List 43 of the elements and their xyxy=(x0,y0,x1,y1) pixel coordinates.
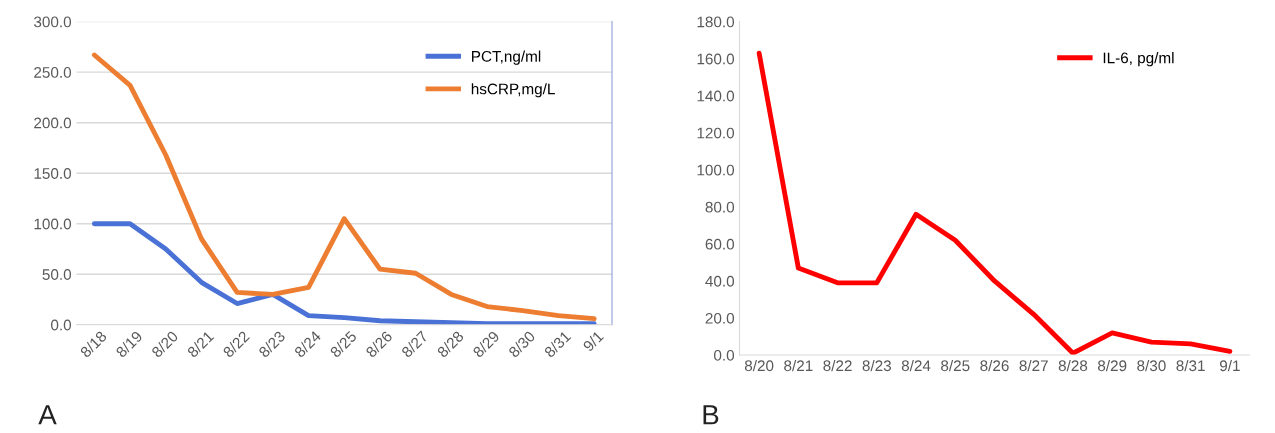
y-tick-label: 180.0 xyxy=(697,16,735,28)
y-tick-label: 120.0 xyxy=(697,127,735,139)
x-tick-label: 8/31 xyxy=(543,330,572,359)
text: B xyxy=(703,405,719,425)
x-tick-label: 8/26 xyxy=(980,359,1009,372)
y-tick-label: 80.0 xyxy=(705,201,735,213)
y-tick-label: 50.0 xyxy=(42,269,72,280)
text: A xyxy=(38,405,57,425)
y-tick-label: 0.0 xyxy=(51,319,72,331)
x-tick-label: 8/29 xyxy=(1097,359,1127,372)
x-tick-label: 8/25 xyxy=(941,359,970,372)
line-series xyxy=(756,50,1233,356)
y-tick-label: 300.0 xyxy=(33,16,72,28)
y-tick-label: 100.0 xyxy=(34,218,72,230)
x-tick-label: 8/23 xyxy=(862,359,891,372)
x-tick-label: 9/1 xyxy=(582,330,605,353)
y-tick-label: 100.0 xyxy=(697,164,735,176)
x-tick-label: 8/27 xyxy=(1019,359,1048,372)
x-tick-label: 8/21 xyxy=(186,330,215,359)
y-tick-label: 200.0 xyxy=(34,117,72,129)
x-tick-label: 9/1 xyxy=(1219,359,1240,372)
x-tick-label: 8/31 xyxy=(1176,359,1205,372)
x-tick-label: 8/30 xyxy=(1137,359,1166,372)
legend-label: PCT,ng/ml xyxy=(472,50,541,65)
x-tick-label: 8/22 xyxy=(823,359,852,372)
legend-label: IL-6, pg/ml xyxy=(1103,52,1174,67)
x-tick-label: 8/20 xyxy=(744,359,774,372)
y-tick-label: 150.0 xyxy=(34,168,72,179)
x-tick-label: 8/19 xyxy=(114,330,143,359)
y-tick-label: 250.0 xyxy=(34,67,72,78)
line-series xyxy=(91,52,597,322)
line-series xyxy=(91,221,597,325)
y-tick-label: 20.0 xyxy=(705,312,735,324)
y-tick-label: 0.0 xyxy=(714,349,735,361)
x-tick-label: 8/21 xyxy=(784,359,813,372)
x-tick-label: 8/24 xyxy=(901,359,931,372)
legend-label: hsCRP,mg/L xyxy=(471,83,555,98)
x-tick-label: 8/28 xyxy=(1058,359,1088,372)
y-tick-label: 40.0 xyxy=(705,275,735,287)
y-tick-label: 60.0 xyxy=(705,238,735,250)
y-tick-label: 140.0 xyxy=(697,90,735,102)
y-tick-label: 160.0 xyxy=(697,53,735,65)
x-tick-label: 8/29 xyxy=(471,330,500,359)
